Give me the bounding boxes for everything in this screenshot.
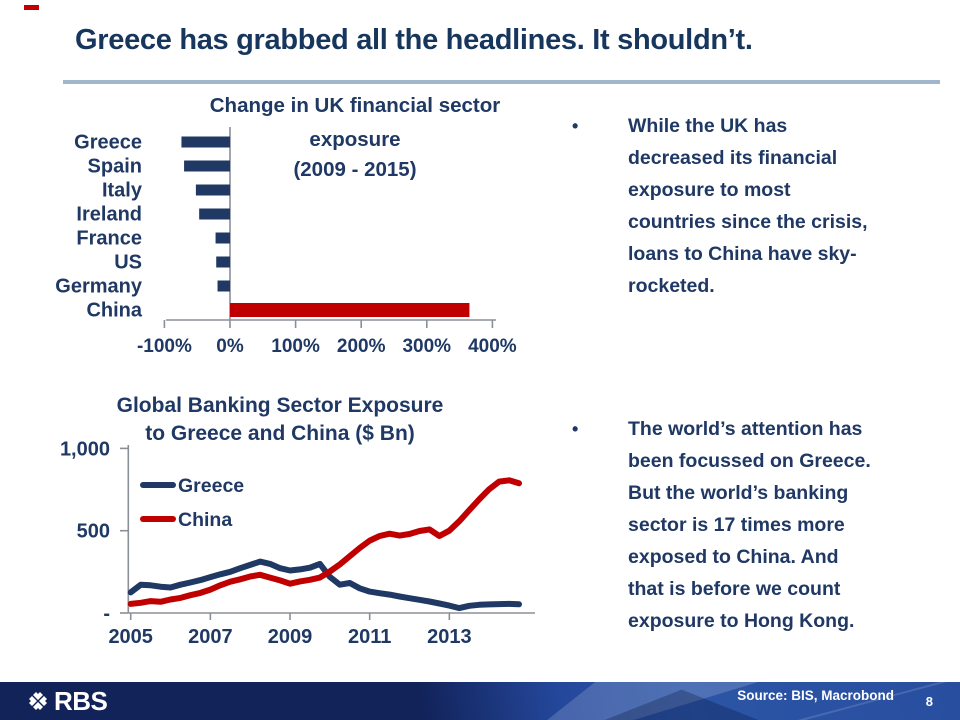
rbs-logo-text: RBS [54, 686, 108, 716]
x-tick-label: 300% [402, 336, 451, 357]
page-title: Greece has grabbed all the headlines. It… [75, 24, 753, 56]
y-tick-label: 500 [77, 521, 110, 543]
legend-label-china: China [178, 509, 232, 531]
x-tick-label: 2013 [427, 626, 472, 648]
category-label: Spain [88, 156, 142, 178]
line-chart-title: Global Banking Sector Exposure [117, 394, 444, 417]
bar-italy [195, 184, 230, 196]
bullet-text-1: While the UK has decreased its financial… [628, 115, 868, 297]
rbs-daisy-icon [29, 692, 47, 710]
legend-label-greece: Greece [178, 475, 244, 497]
source-text: Source: BIS, Macrobond [737, 688, 894, 703]
bullet-text-2: The world’s attention has been focussed … [628, 418, 871, 632]
corner-mark [24, 5, 39, 10]
x-tick-label: 200% [337, 336, 386, 357]
bar-ireland [199, 208, 230, 220]
category-label: Greece [74, 132, 142, 154]
category-label: US [114, 252, 142, 274]
x-tick-label: 2007 [188, 626, 233, 648]
x-tick-label: 2009 [268, 626, 313, 648]
title-rule [63, 80, 940, 84]
bar-chart: Change in UK financial sector exposure (20… [55, 94, 517, 357]
line-chart: Global Banking Sector Exposure to Greece … [60, 394, 535, 648]
bullet-marker: • [572, 419, 579, 439]
bar-china [230, 303, 470, 317]
series-line-greece [127, 558, 522, 612]
x-tick-label: 2011 [348, 626, 391, 648]
category-label: Ireland [76, 204, 142, 226]
bar-germany [217, 280, 230, 292]
category-label: France [76, 228, 142, 250]
bar-spain [184, 160, 230, 172]
category-label: China [86, 300, 142, 322]
bar-greece [181, 136, 230, 148]
bar-chart-title: exposure [309, 128, 400, 151]
footer: RBS Source: BIS, Macrobond 8 [0, 678, 960, 720]
series-line-china [127, 477, 522, 607]
bullet-item-2: • The world’s attention has been focusse… [572, 413, 954, 637]
bar-chart-title: (2009 - 2015) [293, 158, 416, 181]
y-tick-label: - [103, 603, 110, 625]
page-number: 8 [925, 694, 933, 709]
bar-france [215, 232, 230, 244]
bullet-item-1: • While the UK has decreased its financi… [572, 110, 954, 302]
rbs-logo: RBS [26, 686, 108, 716]
category-label: Italy [102, 180, 143, 202]
x-tick-label: 100% [271, 336, 320, 357]
category-label: Germany [55, 276, 143, 298]
y-tick-label: 1,000 [60, 438, 110, 460]
x-tick-label: -100% [137, 336, 192, 357]
x-tick-label: 400% [468, 336, 517, 357]
line-chart-title: to Greece and China ($ Bn) [145, 422, 415, 445]
x-tick-label: 0% [216, 336, 244, 357]
x-tick-label: 2005 [108, 626, 153, 648]
bar-chart-title: Change in UK financial sector [210, 94, 500, 117]
bullet-marker: • [572, 116, 579, 136]
bar-us [216, 256, 230, 268]
